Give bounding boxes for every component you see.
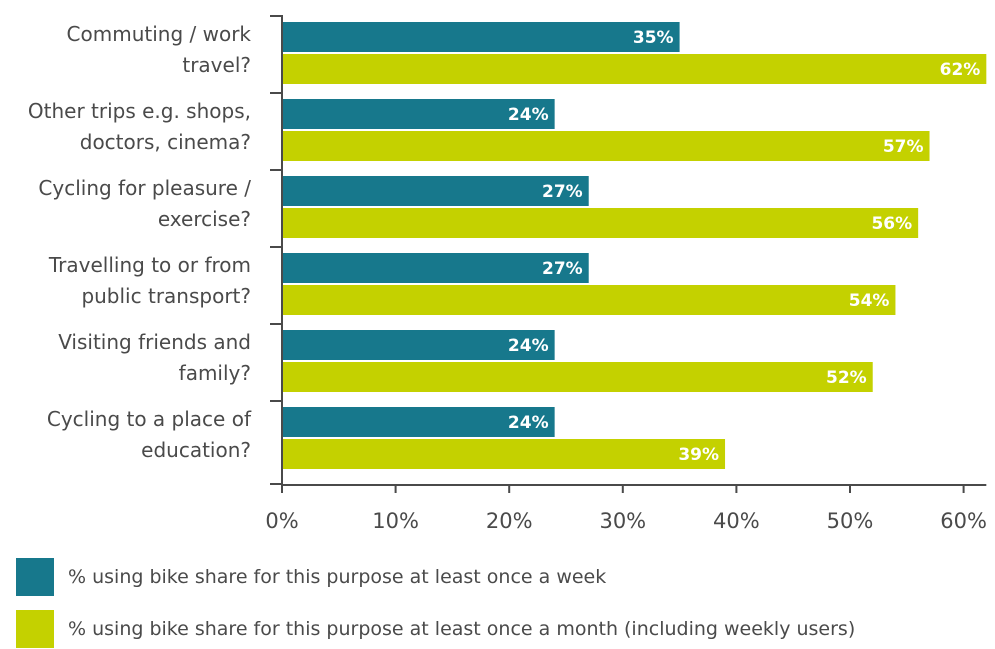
category-label-4-line-0: Visiting friends and (58, 330, 251, 354)
data-label-monthly-5: 39% (678, 445, 719, 465)
bar-monthly-4 (282, 362, 873, 392)
legend-label-monthly: % using bike share for this purpose at l… (68, 618, 856, 640)
legend-item-monthly: % using bike share for this purpose at l… (16, 609, 855, 649)
data-label-weekly-5: 24% (508, 413, 549, 433)
x-tick-label-6: 60% (940, 509, 987, 533)
category-label-4-line-1: family? (179, 361, 251, 385)
x-tick-label-5: 50% (827, 509, 874, 533)
category-label-0-line-1: travel? (182, 53, 251, 77)
x-tick-label-0: 0% (265, 509, 298, 533)
category-label-1-line-0: Other trips e.g. shops, (28, 99, 251, 123)
bar-monthly-2 (282, 208, 919, 238)
bar-monthly-3 (282, 285, 896, 315)
category-label-2-line-1: exercise? (158, 207, 251, 231)
category-label-3-line-1: public transport? (81, 284, 251, 308)
data-label-monthly-2: 56% (871, 214, 912, 234)
data-label-weekly-0: 35% (633, 28, 674, 48)
legend-swatch-weekly (16, 558, 54, 596)
data-label-monthly-1: 57% (883, 137, 924, 157)
bar-weekly-1 (282, 99, 555, 129)
x-tick-label-2: 20% (486, 509, 533, 533)
bar-monthly-5 (282, 439, 726, 469)
bar-weekly-3 (282, 253, 589, 283)
bar-monthly-1 (282, 131, 930, 161)
data-label-weekly-1: 24% (508, 105, 549, 125)
bar-weekly-5 (282, 407, 555, 437)
category-label-2-line-0: Cycling for pleasure / (38, 176, 251, 200)
bar-chart: 35% 62% Commuting / work travel? 24% 57% Other… (28, 15, 987, 533)
data-label-weekly-3: 27% (542, 259, 583, 279)
bar-weekly-0 (282, 22, 680, 52)
x-tick-label-3: 30% (599, 509, 646, 533)
legend-swatch-monthly (16, 610, 54, 648)
data-label-weekly-2: 27% (542, 182, 583, 202)
legend-item-weekly: % using bike share for this purpose at l… (16, 557, 606, 597)
data-label-weekly-4: 24% (508, 336, 549, 356)
bar-weekly-4 (282, 330, 555, 360)
x-tick-label-1: 10% (372, 509, 419, 533)
bar-monthly-0 (282, 54, 987, 84)
category-label-5-line-1: education? (141, 438, 251, 462)
category-label-3-line-0: Travelling to or from (48, 253, 251, 277)
x-tick-label-4: 40% (713, 509, 760, 533)
category-label-1-line-1: doctors, cinema? (80, 130, 251, 154)
category-label-5-line-0: Cycling to a place of (47, 407, 252, 431)
bar-weekly-2 (282, 176, 589, 206)
legend-label-weekly: % using bike share for this purpose at l… (68, 566, 607, 588)
data-label-monthly-3: 54% (849, 291, 890, 311)
data-label-monthly-0: 62% (940, 60, 981, 80)
data-label-monthly-4: 52% (826, 368, 867, 388)
category-label-0-line-0: Commuting / work (67, 22, 252, 46)
